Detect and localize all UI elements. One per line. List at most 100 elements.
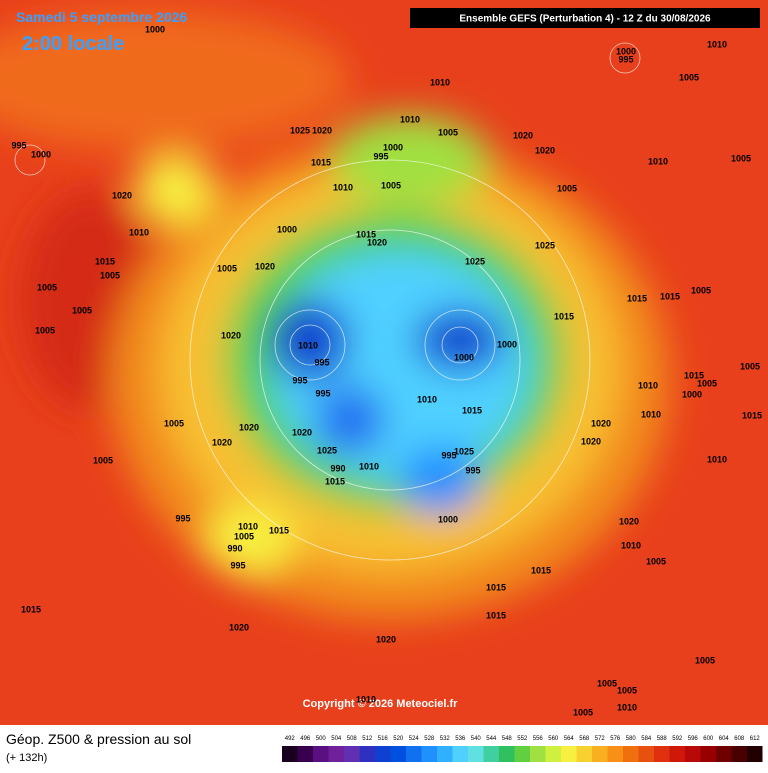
legend-label: 500 <box>316 736 327 742</box>
legend-label: 508 <box>347 736 358 742</box>
isobar-label: 1005 <box>35 325 55 335</box>
legend-label: 512 <box>362 736 373 742</box>
legend-swatch <box>437 746 453 762</box>
isobar-label: 1015 <box>269 525 289 535</box>
isobar-label: 1005 <box>234 531 254 541</box>
legend-swatch <box>623 746 639 762</box>
isobar-label: 995 <box>175 513 190 523</box>
legend-label: 564 <box>564 736 575 742</box>
legend-label: 556 <box>533 736 544 742</box>
isobar-label: 1020 <box>312 125 332 135</box>
isobar-label: 995 <box>292 375 307 385</box>
legend-swatch <box>468 746 484 762</box>
isobar-label: 1020 <box>221 330 241 340</box>
legend-label: 600 <box>703 736 714 742</box>
isobar-label: 1005 <box>381 180 401 190</box>
legend-label: 604 <box>719 736 730 742</box>
isobar-label: 1010 <box>238 521 258 531</box>
legend-swatch <box>561 746 577 762</box>
isobar-label: 990 <box>227 543 242 553</box>
isobar-label: 1005 <box>164 418 184 428</box>
legend-label: 516 <box>378 736 389 742</box>
isobar-label: 1005 <box>100 270 120 280</box>
legend-label: 524 <box>409 736 420 742</box>
legend-label: 540 <box>471 736 482 742</box>
legend-label: 504 <box>331 736 342 742</box>
isobar-label: 1020 <box>376 634 396 644</box>
isobar-label: 1015 <box>486 582 506 592</box>
isobar-label: 1015 <box>95 256 115 266</box>
legend-swatch <box>313 746 329 762</box>
isobar-label: 1015 <box>627 293 647 303</box>
legend-swatch <box>499 746 515 762</box>
legend-swatch <box>344 746 360 762</box>
isobar-label: 995 <box>230 560 245 570</box>
legend-label: 496 <box>300 736 311 742</box>
isobar-label: 1020 <box>535 145 555 155</box>
isobar-label: 990 <box>330 463 345 473</box>
isobar-label: 1020 <box>619 516 639 526</box>
legend-swatch <box>685 746 701 762</box>
isobar-label: 1005 <box>731 153 751 163</box>
isobar-label: 1000 <box>438 514 458 524</box>
legend-swatch <box>328 746 344 762</box>
z500-field <box>0 0 768 725</box>
isobar-label: 1010 <box>356 694 376 704</box>
isobar-label: 1010 <box>638 380 658 390</box>
legend-label: 544 <box>486 736 497 742</box>
isobar-label: 1025 <box>454 446 474 456</box>
lead-time: (+ 132h) <box>6 752 47 764</box>
isobar-label: 1010 <box>641 409 661 419</box>
isobar-label: 1010 <box>298 340 318 350</box>
legend-swatch <box>607 746 623 762</box>
legend-swatch <box>406 746 422 762</box>
isobar-label: 1005 <box>740 361 760 371</box>
isobar-label: 995 <box>373 151 388 161</box>
isobar-label: 1010 <box>621 540 641 550</box>
isobar-label: 1010 <box>617 702 637 712</box>
isobar-label: 995 <box>441 450 456 460</box>
isobar-label: 1020 <box>239 422 259 432</box>
legend-label: 492 <box>285 736 296 742</box>
isobar-label: 995 <box>465 465 480 475</box>
isobar-label: 1020 <box>255 261 275 271</box>
isobar-label: 1010 <box>359 461 379 471</box>
isobar-label: 1005 <box>679 72 699 82</box>
isobar-label: 1025 <box>465 256 485 266</box>
legend-swatch <box>375 746 391 762</box>
legend-swatch <box>716 746 732 762</box>
isobar-label: 1010 <box>648 156 668 166</box>
isobar-label: 1005 <box>573 707 593 717</box>
isobar-label: 1005 <box>37 282 57 292</box>
isobar-label: 995 <box>314 357 329 367</box>
legend-label: 572 <box>595 736 606 742</box>
legend-label: 568 <box>579 736 590 742</box>
isobar-label: 1020 <box>112 190 132 200</box>
isobar-label: 1000 <box>31 149 51 159</box>
isobar-label: 1010 <box>707 39 727 49</box>
isobar-label: 1000 <box>682 389 702 399</box>
legend-swatch <box>747 746 763 762</box>
legend-swatch <box>297 746 313 762</box>
isobar-label: 1020 <box>367 237 387 247</box>
isobar-label: 1005 <box>72 305 92 315</box>
legend-swatch <box>731 746 747 762</box>
legend-label: 576 <box>610 736 621 742</box>
isobar-label: 1025 <box>290 125 310 135</box>
legend-swatch <box>282 746 298 762</box>
isobar-label: 995 <box>618 54 633 64</box>
isobar-label: 1000 <box>454 352 474 362</box>
model-run: Ensemble GEFS (Perturbation 4) - 12 Z du… <box>459 14 711 25</box>
isobar-label: 995 <box>315 388 330 398</box>
isobar-label: 1010 <box>707 454 727 464</box>
isobar-labels: 1000100099510101005101010101005100099510… <box>11 24 762 717</box>
footer-title: Géop. Z500 & pression au sol <box>6 731 191 747</box>
legend: 492 496 500 504 508 512 516 520 524 528 532 536 540 5… <box>282 736 763 762</box>
legend-swatch <box>390 746 406 762</box>
isobar-label: 1015 <box>325 476 345 486</box>
legend-label: 548 <box>502 736 513 742</box>
isobar-label: 1005 <box>617 685 637 695</box>
legend-swatch <box>421 746 437 762</box>
legend-label: 520 <box>393 736 404 742</box>
